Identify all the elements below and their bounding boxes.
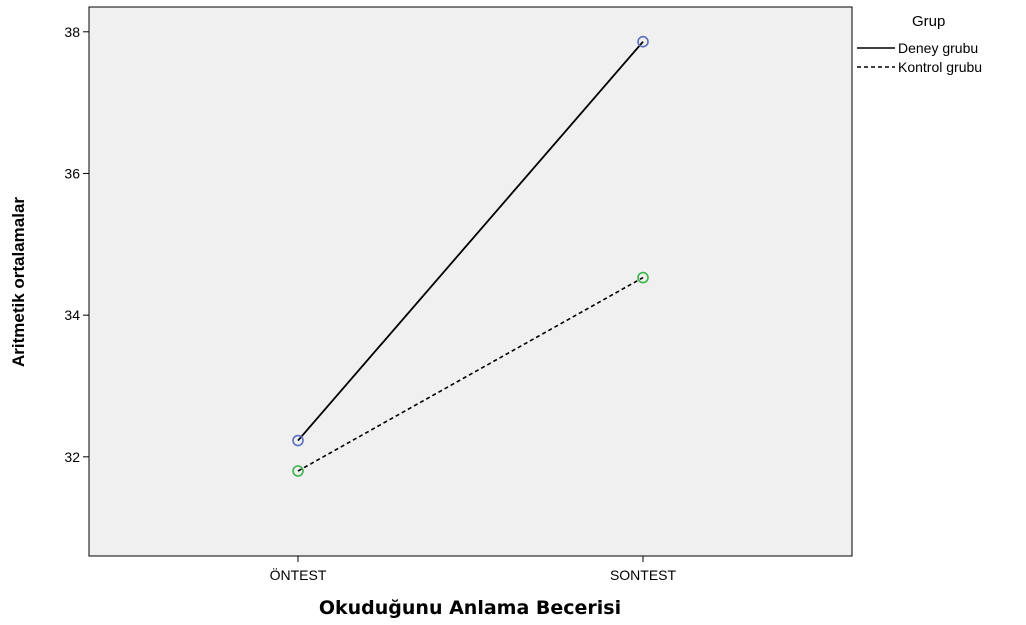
x-axis-ticks: ÖNTEST SONTEST [270, 556, 677, 583]
x-tick-label: SONTEST [610, 567, 677, 583]
y-axis-ticks: 32 34 36 38 [64, 24, 89, 465]
x-tick-label: ÖNTEST [270, 566, 327, 583]
legend-label-1: Kontrol grubu [898, 59, 982, 75]
legend: Grup Deney grubu Kontrol grubu [857, 13, 982, 75]
x-axis-label: Okuduğunu Anlama Becerisi [319, 597, 621, 619]
series-markers [292, 35, 649, 477]
y-axis-label: Aritmetik ortalamalar [9, 197, 28, 367]
legend-title: Grup [912, 13, 945, 30]
y-tick-label: 38 [64, 24, 80, 40]
y-tick-label: 36 [64, 165, 80, 181]
y-tick-label: 34 [64, 307, 80, 323]
series-1-point-1 [637, 271, 649, 284]
series-1-point-0 [292, 465, 304, 477]
y-tick-label: 32 [64, 449, 80, 465]
series-line-1 [297, 276, 644, 472]
series-0-point-1 [637, 35, 649, 48]
legend-label-0: Deney grubu [898, 40, 978, 56]
plot-area [88, 6, 853, 557]
series-0-point-0 [292, 434, 304, 447]
series-lines [297, 41, 644, 472]
series-line-0 [297, 41, 644, 442]
